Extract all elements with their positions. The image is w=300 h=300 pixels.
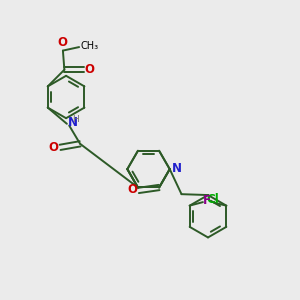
Text: N: N — [172, 162, 182, 175]
Text: O: O — [85, 63, 95, 76]
Text: Cl: Cl — [207, 193, 220, 206]
Text: CH₃: CH₃ — [80, 41, 98, 52]
Text: O: O — [127, 183, 137, 196]
Text: O: O — [49, 141, 58, 154]
Text: F: F — [203, 194, 211, 207]
Text: O: O — [57, 36, 67, 50]
Text: H: H — [72, 115, 79, 124]
Text: N: N — [68, 116, 77, 129]
